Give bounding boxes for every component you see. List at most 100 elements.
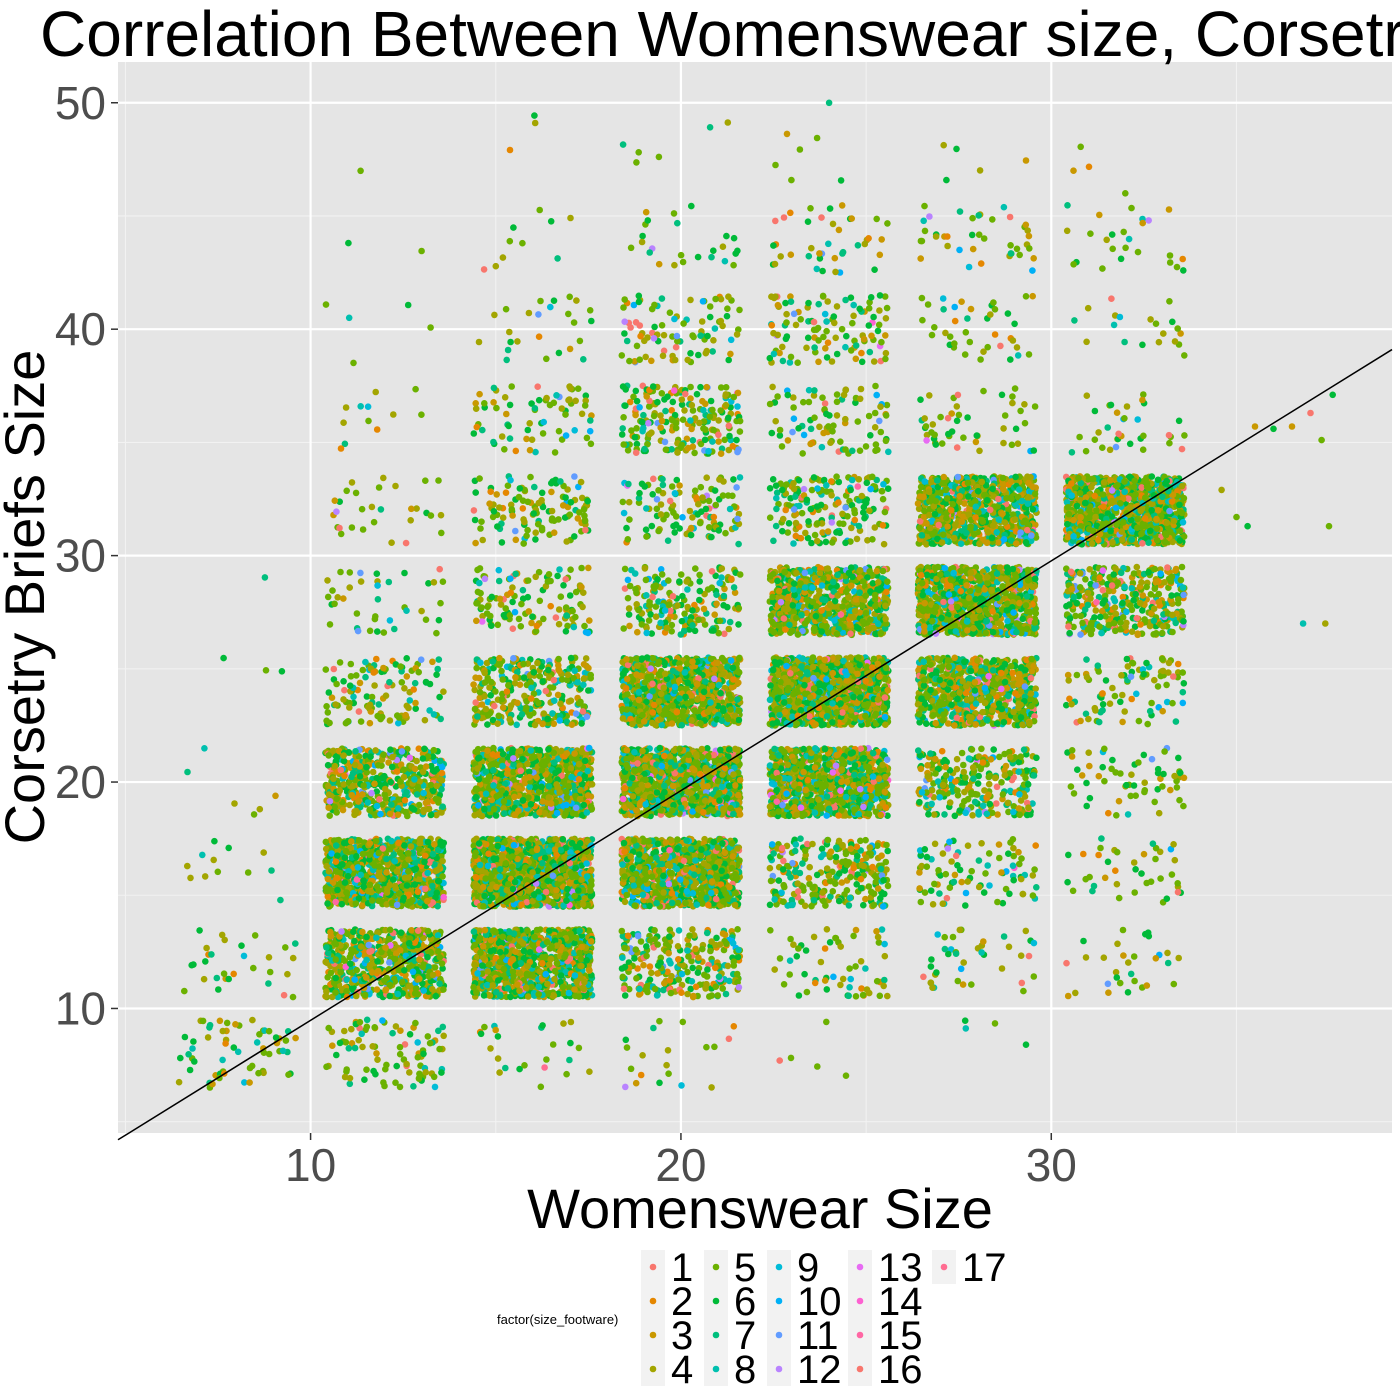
data-point: [201, 873, 209, 880]
data-point: [185, 1051, 192, 1058]
plot-panel: [118, 62, 1392, 1133]
data-point: [374, 712, 382, 720]
data-point: [435, 948, 442, 955]
data-point: [230, 1044, 238, 1051]
data-point: [348, 1025, 355, 1033]
data-point: [244, 869, 252, 876]
data-point: [375, 484, 383, 491]
data-point: [406, 983, 413, 990]
data-point: [435, 616, 443, 624]
data-point: [346, 584, 354, 591]
data-point: [557, 972, 565, 979]
data-point: [494, 842, 502, 850]
data-point: [472, 873, 480, 881]
data-point: [220, 970, 228, 977]
data-point: [380, 629, 388, 636]
data-point: [416, 839, 424, 847]
data-point: [366, 948, 373, 955]
data-point: [292, 940, 299, 947]
data-point: [575, 993, 583, 1000]
data-point: [424, 897, 431, 905]
data-point: [351, 937, 358, 945]
data-point: [487, 1045, 494, 1052]
data-point: [353, 610, 361, 617]
data-point: [533, 846, 541, 854]
data-point: [363, 1023, 371, 1031]
data-point: [545, 847, 553, 854]
data-point: [405, 940, 413, 947]
data-point: [377, 506, 385, 513]
data-point: [184, 862, 191, 870]
data-point: [250, 811, 258, 818]
data-point: [407, 899, 415, 906]
data-point: [240, 952, 248, 960]
data-point: [389, 1029, 396, 1037]
data-point: [482, 875, 490, 882]
data-point: [578, 943, 585, 951]
data-point: [375, 762, 382, 769]
data-point: [414, 927, 422, 934]
data-point: [432, 992, 440, 1000]
data-point: [386, 810, 394, 818]
data-point: [393, 768, 401, 775]
data-point: [386, 959, 393, 966]
data-point: [357, 167, 364, 175]
data-point: [374, 628, 381, 635]
data-point: [437, 511, 445, 519]
data-point: [368, 503, 376, 511]
data-point: [329, 587, 336, 594]
data-point: [395, 839, 402, 847]
data-point: [326, 812, 334, 819]
data-point: [249, 1016, 256, 1024]
data-point: [200, 975, 208, 983]
data-point: [408, 505, 415, 513]
data-point: [481, 1023, 488, 1031]
data-point: [561, 953, 568, 961]
data-point: [563, 897, 570, 904]
data-point: [480, 903, 487, 910]
data-point: [430, 1073, 438, 1081]
data-point: [332, 898, 340, 906]
data-point: [331, 497, 339, 505]
data-point: [489, 982, 497, 989]
data-point: [246, 1064, 254, 1072]
data-point: [282, 944, 289, 951]
data-point: [375, 967, 382, 975]
data-point: [265, 1027, 273, 1035]
data-point: [355, 708, 363, 715]
data-point: [481, 892, 488, 900]
data-point: [371, 682, 378, 689]
data-point: [546, 927, 553, 934]
data-point: [411, 881, 419, 888]
data-point: [331, 600, 338, 608]
data-point: [401, 967, 408, 974]
data-point: [422, 477, 429, 485]
data-point: [557, 846, 565, 854]
data-point: [480, 992, 488, 999]
data-point: [424, 927, 432, 935]
data-point: [420, 987, 428, 994]
data-point: [424, 1033, 432, 1040]
data-point: [439, 578, 447, 585]
data-point: [324, 900, 331, 907]
data-point: [575, 887, 582, 894]
data-point: [231, 800, 238, 807]
data-point: [535, 983, 543, 991]
data-point: [551, 967, 559, 975]
data-point: [340, 419, 347, 427]
data-point: [360, 782, 368, 789]
data-point: [504, 985, 512, 992]
data-point: [420, 1050, 427, 1058]
data-point: [496, 1069, 503, 1076]
data-point: [189, 1045, 196, 1052]
data-point: [487, 947, 495, 955]
data-point: [369, 1043, 377, 1050]
data-point: [540, 882, 547, 889]
data-point: [548, 942, 555, 950]
data-point: [477, 1030, 485, 1038]
data-point: [403, 655, 411, 662]
data-point: [383, 889, 391, 896]
data-point: [405, 704, 412, 712]
data-point: [396, 849, 404, 857]
